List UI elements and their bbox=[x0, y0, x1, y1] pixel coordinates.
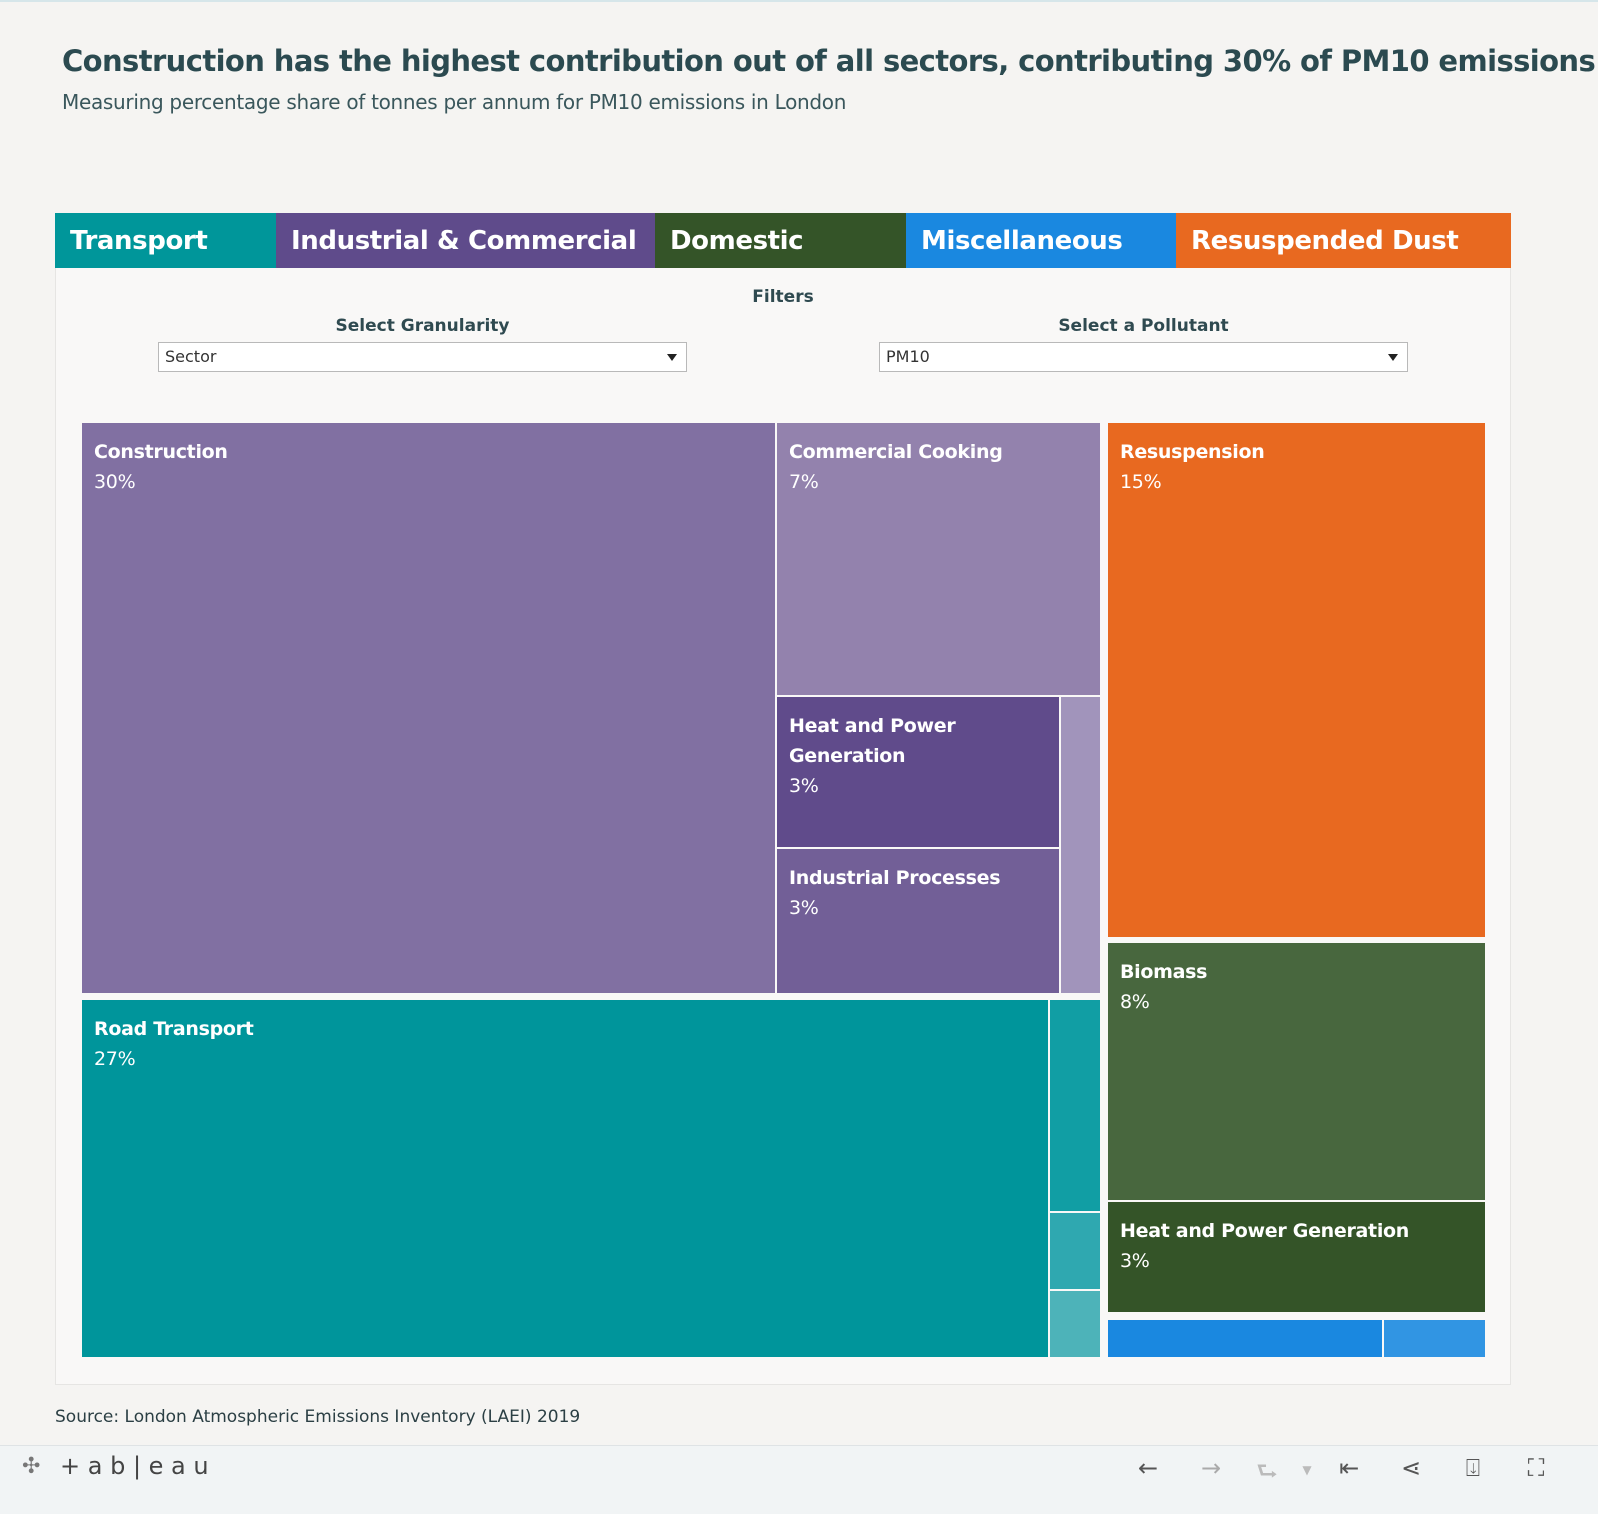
tile-label: Heat and Power Generation bbox=[1120, 1220, 1410, 1242]
tile-value: 3% bbox=[789, 897, 819, 919]
download-icon[interactable]: ⍗ bbox=[1465, 1454, 1481, 1482]
chevron-down-icon bbox=[667, 354, 677, 361]
tile-value: 7% bbox=[789, 471, 819, 493]
tableau-toolbar: ✣ + a b | e a u ← → ⮑ ▼ ⇤ ⋖ ⍗ ⛶ bbox=[0, 1445, 1598, 1514]
tile-value: 15% bbox=[1120, 471, 1162, 493]
treemap-tile[interactable] bbox=[1050, 1291, 1100, 1357]
treemap-tile-biomass[interactable]: Biomass 8% bbox=[1108, 943, 1485, 1200]
tile-value: 30% bbox=[94, 471, 136, 493]
legend-transport[interactable]: Transport bbox=[55, 213, 276, 268]
treemap-tile-industrial-processes[interactable]: Industrial Processes 3% bbox=[777, 849, 1059, 993]
reset-icon[interactable]: ⇤ bbox=[1338, 1454, 1360, 1482]
share-icon[interactable]: ⋖ bbox=[1400, 1454, 1422, 1482]
chart-subtitle: Measuring percentage share of tonnes per… bbox=[62, 90, 847, 114]
top-border bbox=[0, 0, 1598, 2]
revert-icon[interactable]: ⮑ bbox=[1256, 1457, 1278, 1485]
tile-value: 3% bbox=[789, 775, 819, 797]
filters-heading: Filters bbox=[752, 287, 814, 307]
tile-label: Construction bbox=[94, 441, 228, 463]
tableau-cross-icon: ✣ bbox=[22, 1454, 41, 1479]
fullscreen-icon[interactable]: ⛶ bbox=[1527, 1454, 1545, 1482]
legend-industrial-commercial[interactable]: Industrial & Commercial bbox=[276, 213, 655, 268]
treemap-tile-construction[interactable]: Construction 30% bbox=[82, 423, 775, 993]
treemap-tile-heat-and-power-generation[interactable]: Heat and Power Generation 3% bbox=[1108, 1202, 1485, 1312]
treemap-tile-commercial-cooking[interactable]: Commercial Cooking 7% bbox=[777, 423, 1100, 695]
granularity-label: Select Granularity bbox=[335, 316, 510, 336]
granularity-dropdown[interactable]: Sector bbox=[158, 342, 687, 372]
chevron-down-icon bbox=[1388, 354, 1398, 361]
tile-label: Industrial Processes bbox=[789, 867, 1001, 889]
treemap-tile[interactable] bbox=[1108, 1320, 1382, 1357]
legend-miscellaneous[interactable]: Miscellaneous bbox=[906, 213, 1176, 268]
tile-value: 27% bbox=[94, 1048, 136, 1070]
tile-label: Heat and Power Generation bbox=[789, 715, 956, 767]
treemap-tile-resuspension[interactable]: Resuspension 15% bbox=[1108, 423, 1485, 937]
tile-label: Road Transport bbox=[94, 1018, 254, 1040]
undo-icon[interactable]: ← bbox=[1137, 1454, 1159, 1482]
legend-domestic[interactable]: Domestic bbox=[655, 213, 906, 268]
source-note: Source: London Atmospheric Emissions Inv… bbox=[55, 1407, 581, 1427]
chart-title: Construction has the highest contributio… bbox=[62, 44, 1596, 78]
redo-icon[interactable]: → bbox=[1200, 1454, 1222, 1482]
tile-value: 3% bbox=[1120, 1250, 1150, 1272]
tile-value: 8% bbox=[1120, 991, 1150, 1013]
pollutant-label: Select a Pollutant bbox=[1058, 316, 1229, 336]
granularity-value: Sector bbox=[165, 347, 217, 366]
pollutant-value: PM10 bbox=[886, 347, 930, 366]
tile-label: Resuspension bbox=[1120, 441, 1265, 463]
treemap-tile[interactable] bbox=[1061, 697, 1100, 993]
treemap-tile[interactable] bbox=[1050, 1000, 1100, 1211]
pollutant-dropdown[interactable]: PM10 bbox=[879, 342, 1408, 372]
treemap-tile-heat-and-power-generation[interactable]: Heat and Power Generation 3% bbox=[777, 697, 1059, 847]
treemap-tile-road-transport[interactable]: Road Transport 27% bbox=[82, 1000, 1048, 1357]
tile-label: Commercial Cooking bbox=[789, 441, 1003, 463]
tile-label: Biomass bbox=[1120, 961, 1208, 983]
treemap-tile[interactable] bbox=[1384, 1320, 1485, 1357]
treemap-tile[interactable] bbox=[1050, 1213, 1100, 1289]
revert-dropdown-icon[interactable]: ▼ bbox=[1302, 1463, 1312, 1477]
legend-resuspended-dust[interactable]: Resuspended Dust bbox=[1176, 213, 1511, 268]
tableau-logo[interactable]: + a b | e a u bbox=[60, 1452, 209, 1480]
